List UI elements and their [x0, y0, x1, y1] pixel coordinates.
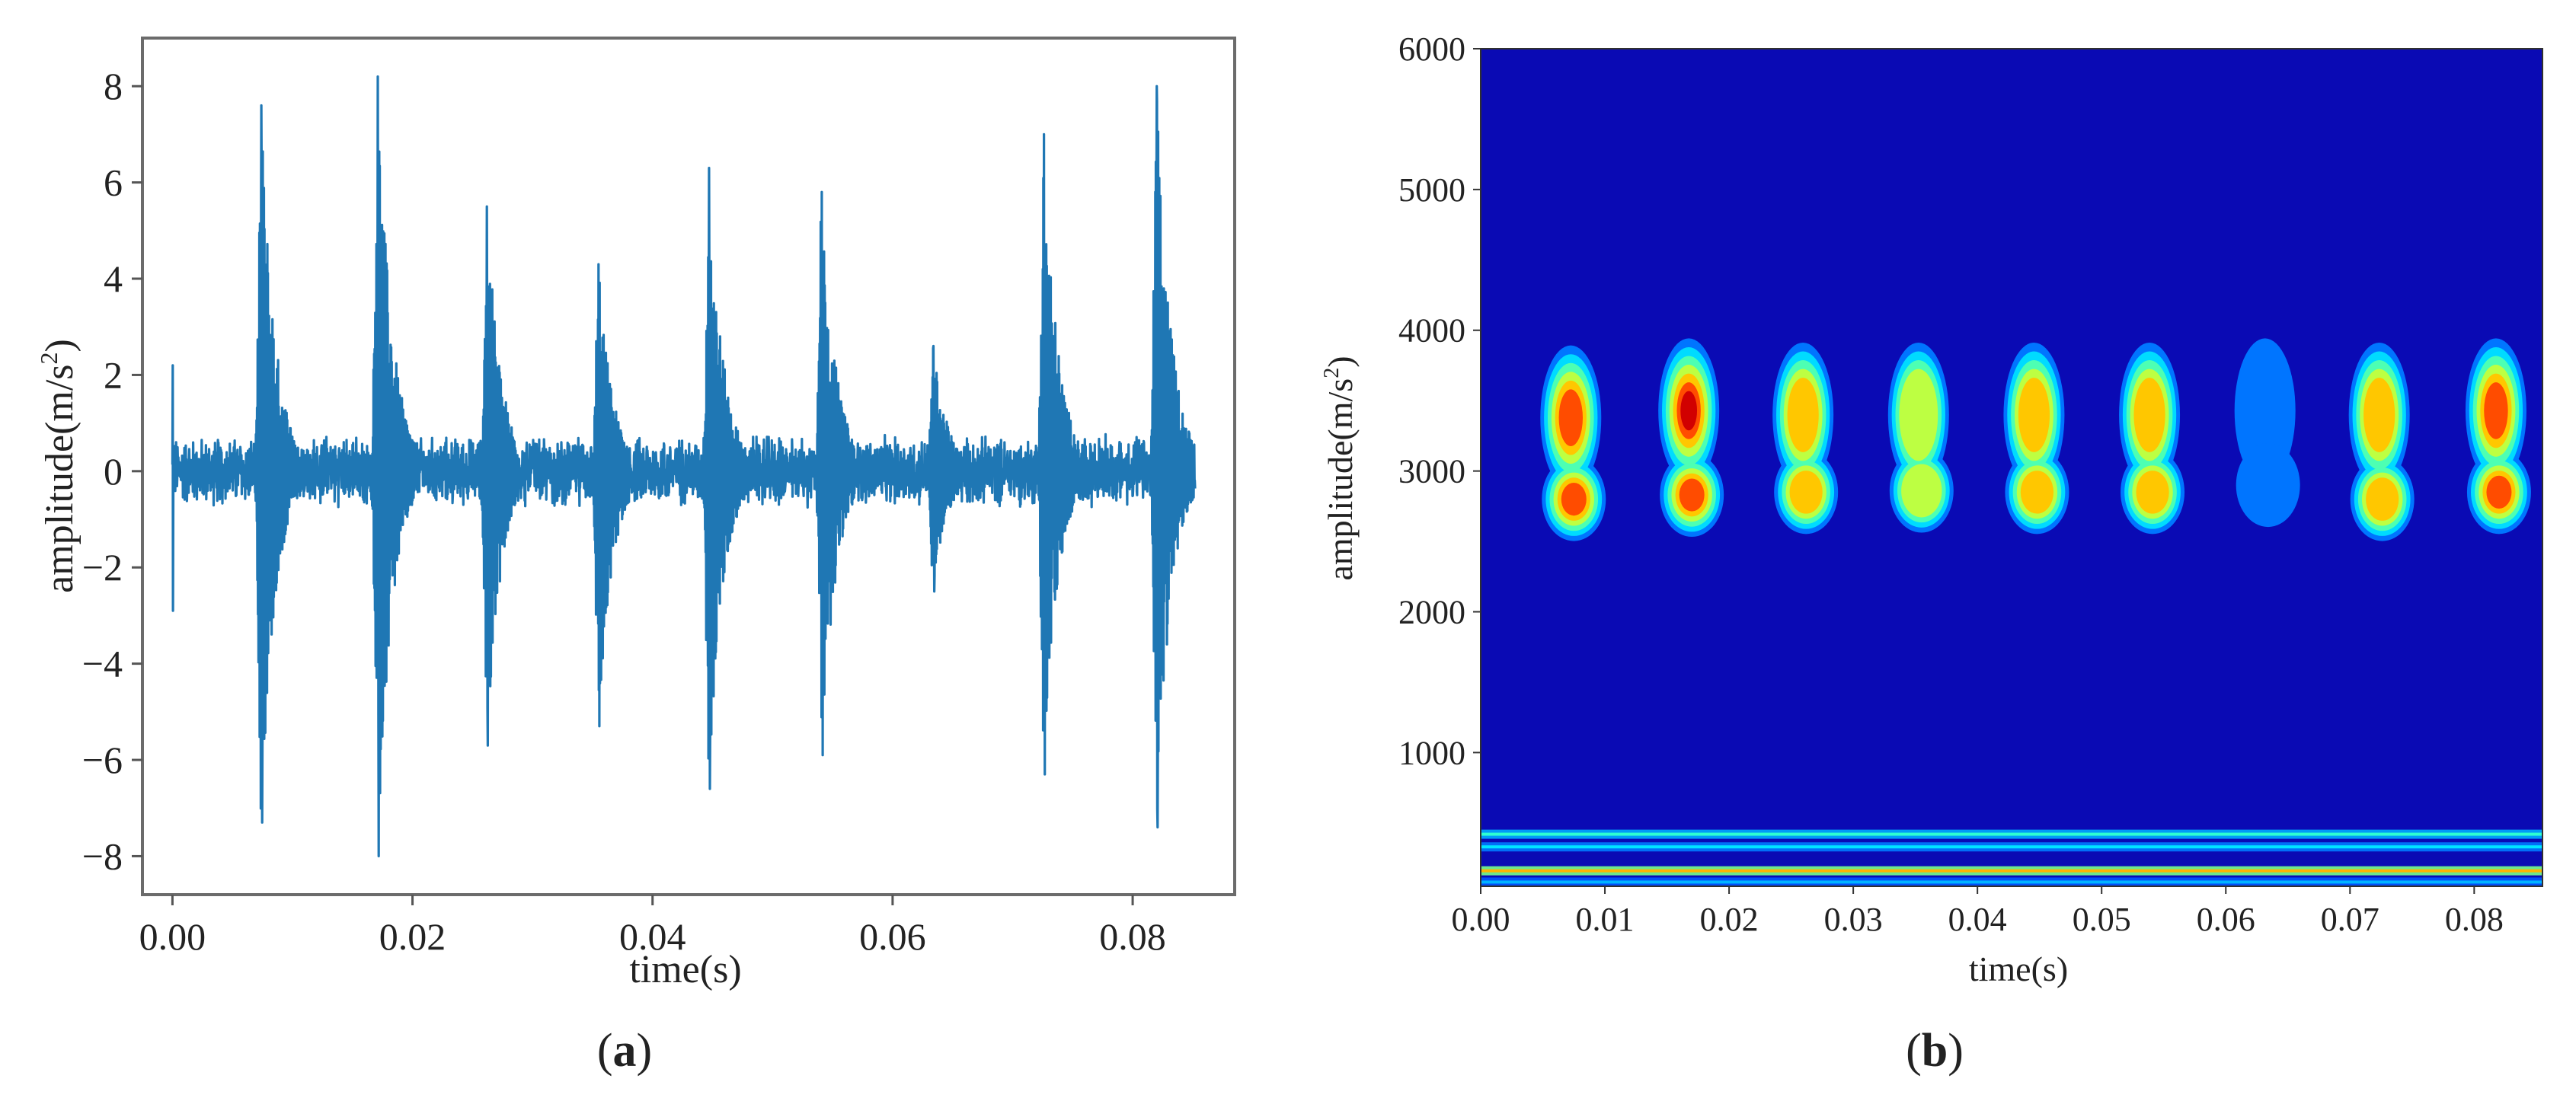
chart-a-ytick-label: −2: [82, 546, 123, 589]
chart-a-xtick-label: 0.08: [1099, 915, 1166, 958]
chart-b-xtick-label: 0.08: [2445, 901, 2504, 938]
chart-b-blob-level: [2018, 378, 2050, 452]
chart-b-blob-level: [2363, 378, 2395, 452]
chart-a-xtick-label: 0.00: [139, 915, 206, 958]
chart-b-ytick-label: 5000: [1398, 171, 1465, 209]
chart-b-xlabel: time(s): [1969, 949, 2068, 988]
chart-b-blob-level: [1680, 391, 1698, 431]
chart-a-ytick-label: 2: [104, 353, 123, 396]
panel-label-b: (b): [1906, 1025, 1964, 1077]
chart-b-ytick-label: 1000: [1398, 734, 1465, 771]
chart-b-blob: [2348, 342, 2415, 541]
chart-b-ylabel: amplitude(m/s2): [1320, 356, 1360, 580]
chart-b-blobs: [1540, 338, 2531, 541]
chart-b-xtick-label: 0.05: [2073, 901, 2131, 938]
chart-b-xtick-label: 0.01: [1576, 901, 1635, 938]
chart-b-blob-level: [2484, 382, 2508, 439]
chart-a-signal-line: [171, 75, 1197, 857]
chart-b-band-core: [1481, 880, 2542, 884]
chart-a-ytick-label: −6: [82, 739, 123, 781]
chart-b-ytick-label: 3000: [1398, 453, 1465, 490]
chart-b-low-bands: [1481, 829, 2542, 887]
chart-b-ticks: 0.00 0.01 0.02 0.03 0.04 0.05 0.06 0.07 0.08 6000…: [1398, 30, 2504, 938]
chart-a-series: [171, 75, 1197, 857]
chart-a-ytick-label: 0: [104, 450, 123, 493]
chart-b-blob: [1772, 342, 1839, 535]
chart-a-ytick-label: 6: [104, 161, 123, 204]
chart-b-blob-level: [1789, 471, 1823, 514]
chart-b-ytick-label: 6000: [1398, 30, 1465, 68]
chart-b: 0.00 0.01 0.02 0.03 0.04 0.05 0.06 0.07 0.08 6000…: [1320, 30, 2543, 1077]
chart-b-blob-level: [1901, 464, 1942, 518]
chart-b-band-core: [1481, 832, 2542, 836]
chart-b-blob-level: [2366, 477, 2399, 521]
chart-b-blob-level: [2020, 471, 2054, 514]
chart-b-blob: [2003, 342, 2069, 535]
chart-b-xtick-label: 0.02: [1700, 901, 1759, 938]
chart-b-xtick-label: 0.06: [2197, 901, 2255, 938]
chart-b-blob-level: [1679, 478, 1705, 512]
chart-b-ytick-label: 4000: [1398, 312, 1465, 349]
chart-b-blob-level: [2486, 475, 2512, 509]
chart-a: 0.00 0.02 0.04 0.06 0.08 8 6 4 2 0 −2 −4 −6 −8 time(s…: [35, 37, 1236, 1077]
chart-a-xlabel: time(s): [629, 948, 741, 991]
chart-b-xtick-label: 0.04: [1948, 901, 2007, 938]
chart-b-blob-level: [2136, 471, 2169, 514]
chart-b-blob-level: [2133, 378, 2165, 452]
chart-b-blob-level: [1558, 389, 1583, 446]
chart-b-blob: [1540, 345, 1606, 541]
panel-label-a: (a): [597, 1025, 652, 1077]
chart-b-blob: [2234, 338, 2300, 528]
chart-b-band-core: [1481, 869, 2542, 873]
chart-a-ytick-label: 8: [104, 65, 123, 107]
chart-b-band-core: [1481, 845, 2542, 849]
chart-a-ytick-label: −4: [82, 643, 123, 685]
chart-b-xtick-label: 0.00: [1452, 901, 1510, 938]
chart-b-ytick-label: 2000: [1398, 593, 1465, 630]
chart-b-blob-level: [2236, 443, 2300, 528]
chart-a-xtick-label: 0.06: [859, 915, 926, 958]
chart-b-blob-level: [1899, 369, 1938, 461]
chart-b-blob: [1887, 342, 1954, 533]
chart-b-plot-frame: [1480, 48, 2543, 887]
chart-a-ticks: 0.00 0.02 0.04 0.06 0.08 8 6 4 2 0 −2 −4 −6 −8: [82, 65, 1166, 958]
chart-b-blob: [2119, 342, 2185, 535]
chart-b-blob-level: [1561, 482, 1587, 516]
chart-b-xtick-label: 0.03: [1824, 901, 1883, 938]
chart-a-xtick-label: 0.04: [619, 915, 686, 958]
chart-b-blob-level: [1787, 378, 1819, 452]
chart-a-ylabel: amplitude(m/s2): [35, 339, 81, 593]
chart-a-ytick-label: −8: [82, 835, 123, 877]
chart-b-blob: [1658, 338, 1724, 538]
chart-a-ytick-label: 4: [104, 257, 123, 300]
chart-b-blob: [2465, 338, 2531, 535]
chart-b-xtick-label: 0.07: [2321, 901, 2379, 938]
chart-a-xtick-label: 0.02: [379, 915, 446, 958]
